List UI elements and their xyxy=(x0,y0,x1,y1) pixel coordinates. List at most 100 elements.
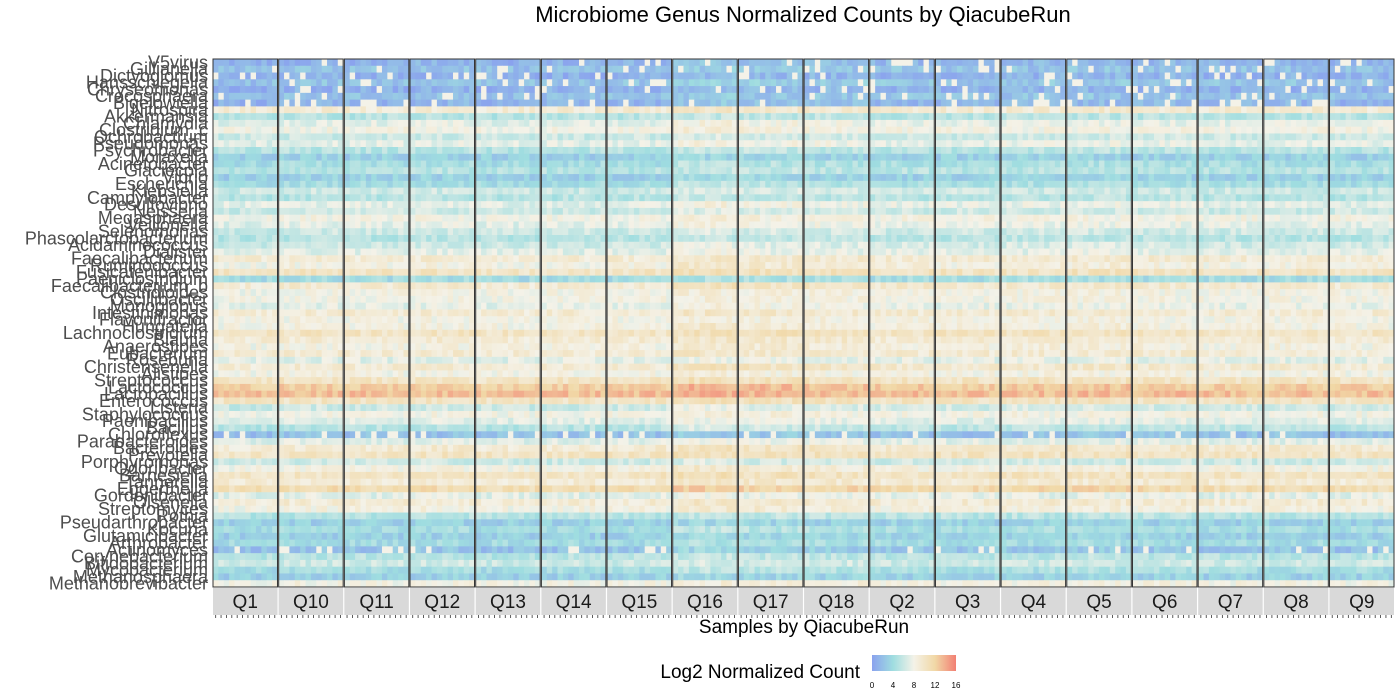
heatmap-cell xyxy=(403,519,410,527)
heatmap-cell xyxy=(387,390,394,398)
heatmap-cell xyxy=(463,241,470,249)
heatmap-cell xyxy=(436,59,443,67)
heatmap-cell xyxy=(376,92,383,101)
heatmap-cell xyxy=(398,180,404,189)
heatmap-cell xyxy=(365,451,372,459)
heatmap-cell xyxy=(502,438,509,446)
heatmap-cell xyxy=(223,113,230,121)
heatmap-cell xyxy=(469,282,475,290)
heatmap-cell xyxy=(529,546,536,554)
heatmap-cell xyxy=(229,512,235,520)
heatmap-cell xyxy=(289,431,296,439)
heatmap-cell xyxy=(524,383,530,392)
heatmap-cell xyxy=(458,438,465,446)
heatmap-cell xyxy=(321,573,328,581)
heatmap-cell xyxy=(289,404,296,412)
heatmap-cell xyxy=(321,350,328,358)
heatmap-cell xyxy=(218,99,225,107)
heatmap-cell xyxy=(213,248,219,256)
heatmap-cell xyxy=(365,417,372,425)
heatmap-cell xyxy=(584,153,591,161)
heatmap-cell xyxy=(447,99,454,107)
heatmap-cell xyxy=(410,451,416,459)
heatmap-cell xyxy=(392,350,399,358)
heatmap-cell xyxy=(398,289,404,297)
heatmap-cell xyxy=(447,255,454,263)
heatmap-cell xyxy=(365,194,372,202)
heatmap-cell xyxy=(289,174,296,182)
heatmap-cell xyxy=(426,221,432,229)
heatmap-cell xyxy=(546,92,553,101)
heatmap-cell xyxy=(491,113,498,121)
heatmap-cell xyxy=(229,438,235,446)
heatmap-cell xyxy=(387,180,394,189)
heatmap-cell xyxy=(513,316,520,324)
y-axis-label: Listeria xyxy=(150,398,209,418)
heatmap-cell xyxy=(600,86,607,94)
heatmap-cell xyxy=(245,140,252,148)
heatmap-cell xyxy=(415,411,422,419)
heatmap-cell xyxy=(284,336,290,344)
heatmap-cell xyxy=(213,316,219,324)
heatmap-cell xyxy=(513,580,520,588)
heatmap-cell xyxy=(365,201,372,209)
heatmap-cell xyxy=(552,119,558,128)
heatmap-cell xyxy=(321,214,328,222)
heatmap-cell xyxy=(552,79,558,87)
heatmap-cell xyxy=(278,295,285,304)
heatmap-cell xyxy=(316,573,323,581)
heatmap-cell xyxy=(337,471,344,480)
heatmap-cell xyxy=(420,377,427,385)
heatmap-cell xyxy=(344,478,351,486)
heatmap-cell xyxy=(447,309,454,317)
heatmap-cell xyxy=(524,126,530,134)
heatmap-cell xyxy=(392,180,399,189)
heatmap-cell xyxy=(458,526,465,534)
heatmap-cell xyxy=(513,438,520,446)
heatmap-cell xyxy=(497,228,503,236)
heatmap-cell xyxy=(463,275,470,283)
heatmap-cell xyxy=(266,86,273,94)
heatmap-cell xyxy=(481,106,487,114)
heatmap-cell xyxy=(360,133,367,141)
heatmap-cell xyxy=(376,397,383,405)
heatmap-cell xyxy=(502,241,509,249)
heatmap-cell xyxy=(337,404,344,412)
heatmap-cell xyxy=(518,546,525,554)
heatmap-cell xyxy=(223,323,230,331)
heatmap-cell xyxy=(250,201,257,209)
heatmap-cell xyxy=(381,492,388,500)
heatmap-cell xyxy=(229,316,235,324)
heatmap-cell xyxy=(294,262,301,270)
heatmap-cell xyxy=(337,431,344,439)
heatmap-cell xyxy=(316,559,323,568)
heatmap-cell xyxy=(497,194,503,202)
heatmap-cell xyxy=(458,377,465,385)
heatmap-cell xyxy=(507,356,514,365)
heatmap-cell xyxy=(316,329,323,337)
heatmap-cell xyxy=(518,248,525,256)
heatmap-cell xyxy=(513,505,520,513)
heatmap-cell xyxy=(344,431,351,439)
heatmap-cell xyxy=(360,140,367,148)
heatmap-cell xyxy=(442,336,449,344)
heatmap-cell xyxy=(513,106,520,114)
heatmap-cell xyxy=(486,262,493,270)
heatmap-cell xyxy=(534,356,541,365)
heatmap-cell xyxy=(579,187,585,195)
heatmap-cell xyxy=(442,167,449,175)
heatmap-cell xyxy=(365,268,372,277)
heatmap-cell xyxy=(426,262,432,270)
heatmap-cell xyxy=(255,526,262,534)
heatmap-cell xyxy=(524,241,530,249)
heatmap-cell xyxy=(355,147,361,155)
heatmap-cell xyxy=(589,86,596,94)
heatmap-cell xyxy=(431,72,438,80)
heatmap-cell xyxy=(321,478,328,486)
heatmap-cell xyxy=(426,86,432,94)
heatmap-cell xyxy=(442,404,449,412)
heatmap-cell xyxy=(218,505,225,513)
heatmap-cell xyxy=(284,505,290,513)
heatmap-cell xyxy=(316,65,323,73)
heatmap-cell xyxy=(529,153,536,161)
